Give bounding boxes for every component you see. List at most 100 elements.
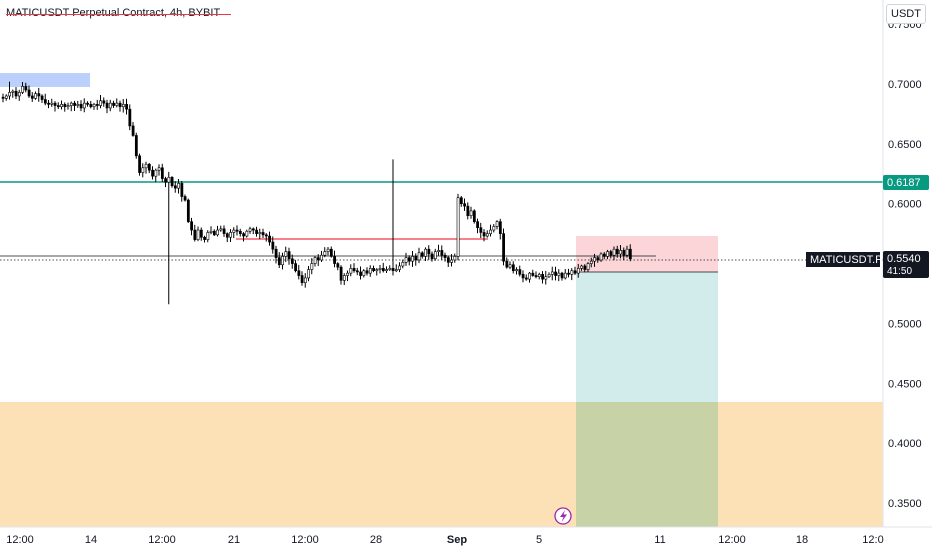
candle-body xyxy=(264,234,268,237)
candle-body xyxy=(446,257,450,263)
candle-body xyxy=(303,277,307,284)
countdown-text: 41:50 xyxy=(887,266,912,277)
supply-zone[interactable] xyxy=(0,73,90,87)
candle-body xyxy=(167,177,171,183)
time-tick-label: 12:00 xyxy=(6,534,34,546)
candle-body xyxy=(625,248,629,256)
candle-body xyxy=(151,169,155,177)
candle-body xyxy=(609,251,613,256)
candle-body xyxy=(560,272,564,279)
candle-body xyxy=(144,163,148,169)
candle-body xyxy=(173,185,177,189)
candle-body xyxy=(300,275,304,284)
candle-body xyxy=(255,229,259,234)
candle-body xyxy=(414,256,418,261)
candle-body xyxy=(563,272,567,279)
candle-body xyxy=(505,260,509,268)
candle-body xyxy=(134,135,138,157)
candle-body xyxy=(115,102,119,106)
last-price-text: 0.5540 xyxy=(887,253,921,265)
candle-body xyxy=(336,263,340,268)
candle-body xyxy=(424,248,428,257)
candle-body xyxy=(352,268,356,272)
price-tick-label: 0.7000 xyxy=(888,79,922,91)
stop-loss-zone[interactable] xyxy=(576,236,718,272)
candle-body xyxy=(485,233,489,237)
candle-body xyxy=(177,183,181,189)
demand-zone[interactable] xyxy=(0,402,883,527)
candle-body xyxy=(294,263,298,272)
candle-body xyxy=(238,230,242,234)
candle-body xyxy=(251,228,255,231)
candle-body xyxy=(30,95,34,99)
candle-body xyxy=(472,210,476,222)
candle-body xyxy=(79,104,83,109)
candle-body xyxy=(193,229,197,240)
candle-body xyxy=(388,268,392,270)
candle-body xyxy=(554,271,558,276)
symbol-title[interactable]: MATICUSDT Perpetual Contract, 4h, BYBIT xyxy=(6,7,221,19)
support-price-tag: 0.6187 xyxy=(883,175,929,190)
candle-body xyxy=(349,268,353,274)
price-tick-label: 0.4500 xyxy=(888,378,922,390)
candle-body xyxy=(170,177,174,187)
candle-body xyxy=(479,227,483,233)
candle-body xyxy=(222,228,226,234)
candle-body xyxy=(430,253,434,260)
candle-body xyxy=(17,92,21,97)
candle-body xyxy=(196,229,200,240)
candle-body xyxy=(219,228,223,231)
candle-body xyxy=(82,102,86,109)
candle-body xyxy=(368,268,372,274)
candle-body xyxy=(37,93,41,97)
candle-body xyxy=(495,221,499,227)
support-price-tag-text: 0.6187 xyxy=(887,177,921,189)
candle-body xyxy=(521,274,525,279)
candle-body xyxy=(550,271,554,275)
candle-body xyxy=(203,236,207,240)
candle-body xyxy=(212,230,216,236)
candle-body xyxy=(47,102,51,105)
time-tick-label: 12:0 xyxy=(862,534,883,546)
candle-body xyxy=(342,275,346,281)
candle-body xyxy=(615,248,619,255)
candle-body xyxy=(242,233,246,237)
time-tick-label: 18 xyxy=(796,534,808,546)
candle-body xyxy=(76,104,80,106)
candle-body xyxy=(593,257,597,262)
candle-body xyxy=(92,104,96,108)
candle-body xyxy=(576,268,580,274)
candle-body xyxy=(596,257,600,261)
candle-body xyxy=(372,268,376,272)
candle-body xyxy=(313,257,317,264)
candle-body xyxy=(518,269,522,275)
candle-body xyxy=(544,276,548,280)
candle-body xyxy=(580,265,584,269)
candle-body xyxy=(583,265,587,270)
candle-body xyxy=(375,269,379,272)
time-tick-label: 12:00 xyxy=(718,534,746,546)
candle-body xyxy=(489,229,493,234)
candle-body xyxy=(502,233,506,262)
time-tick-label: 28 xyxy=(370,534,382,546)
candle-body xyxy=(21,86,25,93)
candle-body xyxy=(24,86,28,91)
candle-body xyxy=(326,248,330,252)
currency-button[interactable]: USDT xyxy=(886,4,926,24)
candle-body xyxy=(112,102,116,106)
candle-body xyxy=(102,100,106,104)
time-tick-label: 14 xyxy=(85,534,97,546)
candle-body xyxy=(157,167,161,171)
candle-body xyxy=(86,102,90,105)
time-axis[interactable]: 12:00 14 12:00 21 12:00 28 Sep 5 11 12:00 18 12:0 xyxy=(6,534,883,546)
candle-body xyxy=(498,221,502,234)
lightning-icon[interactable] xyxy=(554,507,572,525)
candle-body xyxy=(573,270,577,274)
candle-body xyxy=(287,251,291,260)
candle-body xyxy=(398,265,402,270)
candle-body xyxy=(268,235,272,243)
candle-body xyxy=(541,274,545,280)
candle-body xyxy=(108,102,112,109)
candle-body xyxy=(547,274,551,278)
